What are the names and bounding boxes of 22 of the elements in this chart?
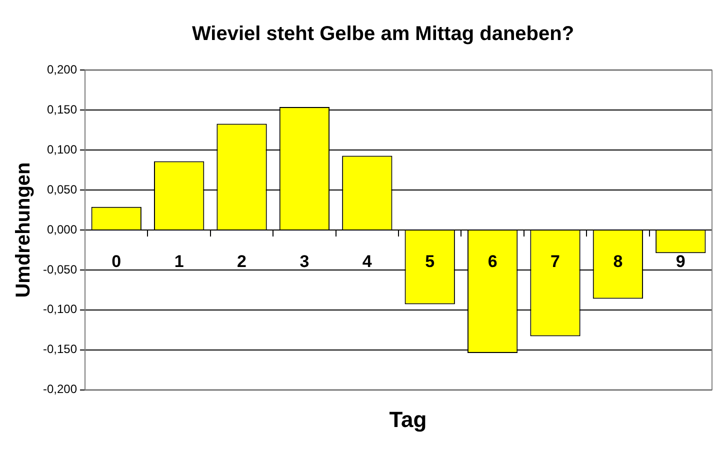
- y-tick-label: -0,150: [42, 342, 78, 356]
- y-tick-label: -0,100: [42, 302, 78, 316]
- chart-title: Wieviel steht Gelbe am Mittag daneben?: [190, 22, 576, 47]
- x-tick-label: 6: [488, 252, 498, 271]
- x-tick-label: 5: [425, 252, 435, 271]
- x-tick-label: 9: [676, 252, 686, 271]
- y-tick-label: -0,200: [42, 382, 78, 396]
- y-tick-label: -0,050: [42, 262, 78, 276]
- y-tick-label: 0,100: [46, 142, 78, 156]
- x-tick-label: 7: [550, 252, 560, 271]
- y-tick-label: 0,050: [46, 182, 78, 196]
- x-tick-label: 2: [237, 252, 247, 271]
- x-tick-label: 0: [112, 252, 122, 271]
- y-tick-label: 0,000: [46, 222, 78, 236]
- x-tick-label: 1: [174, 252, 184, 271]
- y-axis-title: Umdrehungen: [12, 162, 35, 298]
- x-tick-label: 4: [362, 252, 372, 271]
- x-tick-label: 8: [613, 252, 623, 271]
- y-tick-label: 0,150: [46, 102, 78, 116]
- x-axis-title: Tag: [388, 406, 428, 434]
- y-tick-label: 0,200: [46, 62, 78, 77]
- x-tick-label: 3: [300, 252, 310, 271]
